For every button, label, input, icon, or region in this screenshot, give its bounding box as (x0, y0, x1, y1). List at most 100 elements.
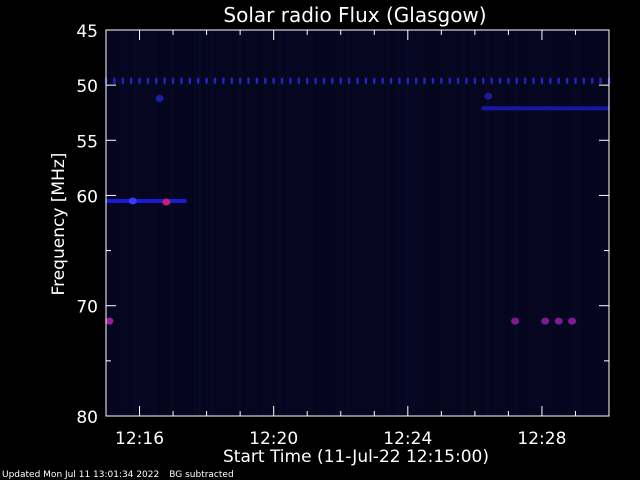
noise-column (406, 30, 409, 416)
noise-column (590, 30, 593, 416)
noise-column (166, 30, 169, 416)
noise-column (358, 30, 361, 416)
noise-column (506, 30, 509, 416)
noise-column (354, 30, 357, 416)
signal-dot (515, 77, 518, 84)
noise-column (262, 30, 265, 416)
noise-column (434, 30, 437, 416)
noise-column (390, 30, 393, 416)
noise-column (450, 30, 453, 416)
signal-dot (389, 77, 393, 84)
noise-column (290, 30, 293, 416)
noise-column (558, 30, 561, 416)
noise-column (186, 30, 189, 416)
signal-dot (280, 77, 284, 84)
noise-column (134, 30, 137, 416)
y-tick-label: 45 (76, 22, 98, 42)
y-axis: 45 50 55 60 70 80 (76, 22, 609, 428)
signal-dot (498, 77, 502, 84)
signal-burst (511, 317, 520, 325)
noise-column (566, 30, 569, 416)
signal-burst (541, 317, 550, 325)
signal-dot (213, 77, 217, 84)
noise-column (282, 30, 285, 416)
noise-column (502, 30, 505, 416)
signal-dot (129, 77, 133, 84)
noise-column (542, 30, 545, 416)
noise-column (330, 30, 333, 416)
noise-column (194, 30, 197, 416)
noise-column (422, 30, 425, 416)
noise-column (470, 30, 473, 416)
noise-column (494, 30, 497, 416)
signal-dot (264, 77, 267, 84)
y-tick-label: 80 (76, 408, 98, 428)
noise-column (218, 30, 221, 416)
noise-column (478, 30, 481, 416)
noise-column (570, 30, 573, 416)
signal-burst (105, 317, 114, 325)
signal-burst (554, 317, 563, 325)
noise-column (514, 30, 517, 416)
bg-subtracted-note: BG subtracted (169, 470, 234, 480)
noise-column (126, 30, 129, 416)
x-tick-label: 12:24 (383, 429, 432, 449)
noise-column (526, 30, 529, 416)
noise-column (466, 30, 469, 416)
noise-column (446, 30, 449, 416)
noise-column (486, 30, 489, 416)
noise-column (550, 30, 553, 416)
signal-dot (289, 77, 292, 84)
noise-column (274, 30, 277, 416)
noise-column (158, 30, 161, 416)
signal-dot (532, 77, 535, 84)
signal-dot (490, 77, 493, 84)
signal-dot (247, 77, 250, 84)
y-tick-label: 50 (76, 77, 98, 97)
signal-dot (523, 77, 527, 84)
noise-column (266, 30, 269, 416)
noise-column (574, 30, 577, 416)
signal-dot (146, 77, 150, 84)
signal-dot (180, 77, 183, 84)
chart-title: Solar radio Flux (Glasgow) (223, 3, 486, 27)
signal-band (106, 198, 187, 203)
noise-column (146, 30, 149, 416)
signal-dot (205, 77, 208, 84)
noise-column (414, 30, 417, 416)
signal-band (481, 106, 609, 111)
signal-dot (440, 77, 443, 84)
signal-burst (155, 94, 164, 102)
noise-column (118, 30, 121, 416)
signal-dot (297, 77, 301, 84)
noise-column (482, 30, 485, 416)
noise-column (374, 30, 377, 416)
signal-dot (138, 77, 141, 84)
noise-column (338, 30, 341, 416)
noise-column (598, 30, 601, 416)
signal-dot (507, 77, 510, 84)
noise-column (498, 30, 501, 416)
x-tick-label: 12:28 (517, 429, 566, 449)
noise-column (430, 30, 433, 416)
signal-dot (582, 77, 586, 84)
noise-column (490, 30, 493, 416)
y-tick-label: 55 (76, 132, 98, 152)
signal-dot (414, 77, 418, 84)
noise-column (130, 30, 133, 416)
noise-column (370, 30, 373, 416)
y-tick-label: 70 (76, 298, 98, 318)
x-tick-label: 12:20 (249, 429, 298, 449)
signal-dot (364, 77, 368, 84)
signal-dot (398, 77, 401, 84)
noise-column (546, 30, 549, 416)
signal-dot (565, 77, 569, 84)
noise-column (214, 30, 217, 416)
noise-column (334, 30, 337, 416)
noise-column (366, 30, 369, 416)
signal-dot (356, 77, 359, 84)
noise-column (238, 30, 241, 416)
signal-dot (482, 77, 485, 84)
signal-dot (121, 77, 124, 84)
signal-dot (163, 77, 166, 84)
